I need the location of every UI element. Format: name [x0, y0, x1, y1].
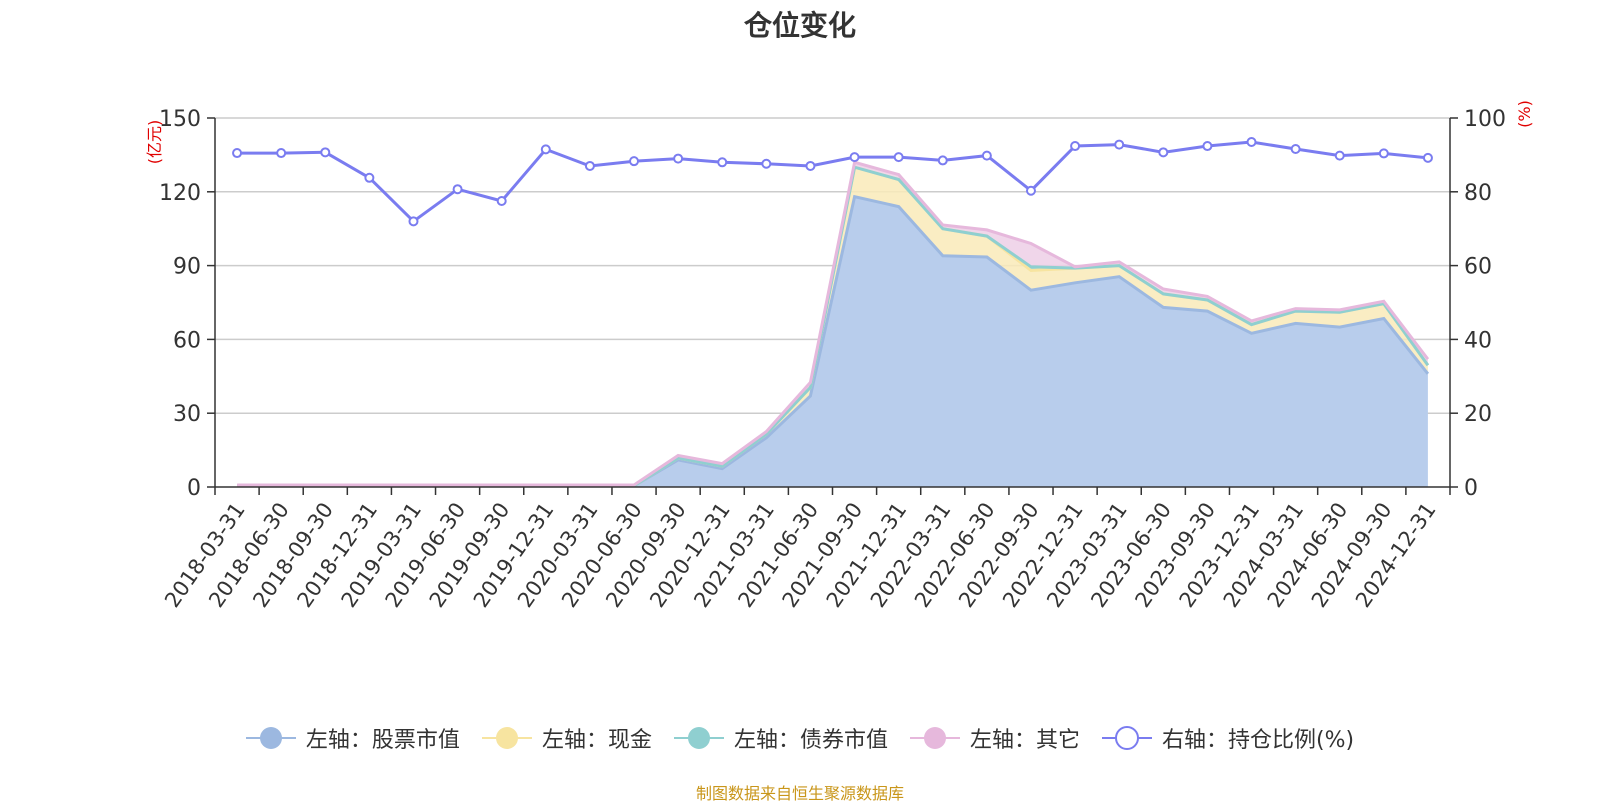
y-right-axis-unit: (%)	[1515, 100, 1534, 128]
legend-label: 左轴：债券市值	[733, 728, 888, 753]
ratio-point	[849, 152, 860, 163]
legend-label: 左轴：其它	[969, 728, 1080, 753]
ratio-point	[893, 152, 904, 163]
ratio-point	[1246, 136, 1257, 147]
legend-swatch-icon	[245, 727, 296, 749]
ratio-point	[1158, 147, 1169, 158]
ratio-point	[673, 153, 684, 164]
y-left-tick-label: 150	[159, 107, 201, 132]
ratio-point	[1025, 185, 1036, 196]
legend-cash[interactable]: 左轴：现金	[481, 722, 652, 754]
ratio-point	[805, 160, 816, 171]
ratio-point	[981, 150, 992, 161]
ratio-point	[937, 155, 948, 166]
ratio-point	[1334, 150, 1345, 161]
legend: 左轴：股票市值 左轴：现金 左轴：债券市值 左轴：其它 右轴：持仓比例(%)	[0, 722, 1600, 754]
ratio-point	[364, 172, 375, 183]
legend-swatch-icon	[673, 727, 724, 749]
ratio-point	[276, 148, 287, 159]
y-left-axis-unit: (亿元)	[145, 120, 164, 165]
area-stock-value	[237, 196, 1428, 487]
y-right-tick-label: 20	[1464, 402, 1492, 427]
y-right-tick-label: 40	[1464, 328, 1492, 353]
ratio-point	[761, 158, 772, 169]
chart-title: 仓位变化	[743, 9, 856, 42]
y-right-tick-label: 0	[1464, 476, 1478, 501]
legend-swatch-icon	[909, 727, 960, 749]
legend-label: 左轴：现金	[541, 728, 652, 753]
ratio-point	[1290, 143, 1301, 154]
ratio-point	[1422, 152, 1433, 163]
y-left-tick-label: 30	[173, 402, 201, 427]
legend-swatch-icon	[1101, 726, 1152, 750]
y-left-tick-label: 0	[187, 476, 201, 501]
legend-swatch-icon	[481, 727, 532, 749]
area-other-edge	[237, 160, 1430, 487]
legend-label: 右轴：持仓比例(%)	[1161, 728, 1355, 753]
y-right-tick-label: 80	[1464, 181, 1492, 206]
ratio-point	[717, 157, 728, 168]
legend-other[interactable]: 左轴：其它	[909, 722, 1080, 754]
ratio-point	[232, 148, 243, 159]
stacked-areas	[237, 160, 1430, 488]
ratio-point	[629, 156, 640, 167]
ratio-point	[584, 160, 595, 171]
ratio-point	[496, 196, 507, 207]
data-source-note: 制图数据来自恒生聚源数据库	[695, 784, 904, 803]
y-left-tick-label: 90	[173, 255, 201, 280]
y-right-tick-label: 60	[1464, 255, 1492, 280]
ratio-point	[1114, 139, 1125, 150]
ratio-point	[1202, 141, 1213, 152]
ratio-point	[540, 144, 551, 155]
y-left-tick-label: 120	[159, 181, 201, 206]
ratio-point	[1378, 148, 1389, 159]
y-left-tick-label: 60	[173, 328, 201, 353]
legend-stock-value[interactable]: 左轴：股票市值	[245, 722, 460, 754]
ratio-point	[408, 216, 419, 227]
ratio-line-layer	[232, 136, 1433, 227]
legend-label: 左轴：股票市值	[305, 728, 460, 753]
legend-bond-value[interactable]: 左轴：债券市值	[673, 722, 888, 754]
ratio-point	[452, 184, 463, 195]
legend-ratio[interactable]: 右轴：持仓比例(%)	[1101, 722, 1355, 754]
ratio-point	[320, 147, 331, 158]
y-right-tick-label: 100	[1464, 107, 1506, 132]
ratio-line	[237, 140, 1429, 224]
ratio-point	[1070, 141, 1081, 152]
